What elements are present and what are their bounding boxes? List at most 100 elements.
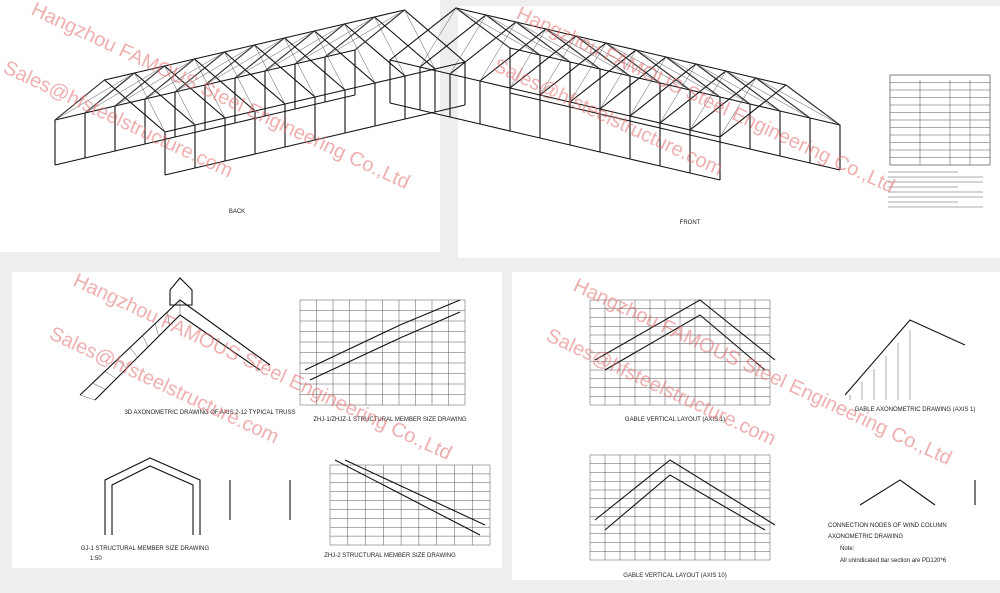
drawing-line bbox=[569, 61, 601, 70]
drawing-line bbox=[515, 21, 547, 30]
drawing-line bbox=[605, 42, 661, 84]
caption: ZHJ-2 STRUCTURAL MEMBER SIZE DRAWING bbox=[324, 553, 456, 559]
drawing-line bbox=[449, 14, 487, 75]
drawing-line bbox=[569, 144, 601, 153]
drawing-line bbox=[539, 54, 571, 63]
drawing-line bbox=[599, 108, 631, 117]
drawing-line bbox=[689, 89, 721, 98]
drawing-line bbox=[104, 72, 135, 81]
drawing-line bbox=[695, 63, 751, 105]
drawing-line bbox=[309, 311, 461, 381]
drawing-line bbox=[449, 73, 481, 82]
drawing-line bbox=[485, 14, 571, 63]
drawing-line bbox=[54, 79, 105, 121]
drawing-line bbox=[509, 47, 541, 56]
drawing-line bbox=[809, 117, 841, 126]
note: Note: bbox=[840, 546, 855, 552]
drawing-line bbox=[629, 75, 661, 84]
drawing-line bbox=[344, 16, 375, 25]
drawing-line bbox=[174, 129, 206, 138]
drawing-line bbox=[509, 92, 541, 101]
drawing-line bbox=[599, 113, 631, 122]
drawing-line bbox=[314, 89, 346, 98]
drawing-line bbox=[84, 72, 135, 114]
caption: GJ-1 STRUCTURAL MEMBER SIZE DRAWING bbox=[81, 546, 210, 552]
drawing-line bbox=[264, 63, 296, 72]
caption: GABLE VERTICAL LAYOUT (AXIS 10) bbox=[623, 573, 726, 579]
drawing-line bbox=[234, 30, 315, 79]
drawing-line bbox=[689, 172, 721, 181]
drawing-line bbox=[304, 299, 461, 371]
drawing-line bbox=[689, 70, 727, 131]
drawing-line bbox=[254, 37, 285, 46]
drawing-line bbox=[455, 7, 541, 56]
drawing-line bbox=[324, 49, 356, 58]
drawing-line bbox=[144, 91, 176, 100]
drawing-line bbox=[374, 118, 406, 127]
drawing-line bbox=[635, 49, 721, 98]
drawing-line bbox=[434, 61, 466, 70]
drawing-line bbox=[779, 155, 811, 164]
drawing-line bbox=[324, 94, 356, 103]
drawing-line bbox=[575, 35, 607, 44]
drawing-line bbox=[334, 459, 481, 536]
drawing-line bbox=[539, 137, 571, 146]
drawing-line bbox=[344, 125, 376, 134]
drawing-line bbox=[659, 63, 697, 124]
drawing-line bbox=[659, 165, 691, 174]
drawing-line bbox=[234, 70, 266, 79]
drawing-line bbox=[455, 7, 487, 16]
drawing-line bbox=[154, 323, 159, 337]
drawing-line bbox=[54, 72, 135, 121]
drawing-line bbox=[284, 139, 316, 148]
drawing-line bbox=[509, 87, 541, 96]
drawing-line bbox=[344, 82, 376, 91]
drawing-line bbox=[294, 101, 326, 110]
drawing-line bbox=[455, 7, 511, 49]
section-table bbox=[889, 74, 991, 166]
panel-gable bbox=[512, 272, 1000, 580]
drawing-line bbox=[859, 479, 936, 506]
drawing-line bbox=[725, 70, 757, 79]
caption: 3D AXONOMETRIC DRAWING OF AXIS 2-12 TYPI… bbox=[124, 410, 295, 416]
caption: 1:50 bbox=[90, 556, 102, 562]
drawing-line bbox=[515, 21, 601, 70]
drawing-line bbox=[204, 44, 255, 86]
drawing-line bbox=[111, 465, 194, 535]
drawing-line bbox=[539, 99, 571, 108]
drawing-line bbox=[167, 311, 170, 326]
drawing-line bbox=[635, 49, 691, 91]
drawing-line bbox=[204, 122, 236, 131]
drawing-line bbox=[659, 82, 691, 91]
drawing-line bbox=[479, 80, 511, 89]
drawing-line bbox=[224, 110, 256, 119]
panel-truss bbox=[12, 272, 502, 568]
drawing-line bbox=[134, 65, 165, 74]
caption: GABLE VERTICAL LAYOUT (AXIS 1) bbox=[625, 417, 725, 423]
drawing-line bbox=[689, 129, 721, 138]
drawing-line bbox=[545, 28, 577, 37]
drawing-line bbox=[604, 474, 766, 531]
drawing-line bbox=[84, 65, 165, 114]
drawing-line bbox=[344, 23, 376, 84]
drawing-line bbox=[575, 35, 631, 77]
drawing-line bbox=[117, 359, 128, 369]
drawing-line bbox=[665, 56, 751, 105]
drawing-line bbox=[84, 105, 116, 114]
caption: CONNECTION NODES OF WIND COLUMN bbox=[828, 523, 947, 529]
drawing-line bbox=[254, 146, 286, 155]
drawing-line bbox=[104, 457, 201, 535]
drawing-line bbox=[174, 84, 206, 93]
drawing-line bbox=[569, 106, 601, 115]
drawing-line bbox=[485, 14, 517, 23]
drawing-line bbox=[194, 117, 226, 126]
drawing-line bbox=[264, 30, 315, 72]
drawing-line bbox=[374, 16, 406, 77]
drawing-line bbox=[779, 110, 811, 119]
drawing-line bbox=[314, 132, 346, 141]
drawing-line bbox=[509, 28, 547, 89]
drawing-line bbox=[264, 108, 296, 117]
drawing-line bbox=[419, 7, 457, 68]
drawing-line bbox=[389, 102, 421, 111]
